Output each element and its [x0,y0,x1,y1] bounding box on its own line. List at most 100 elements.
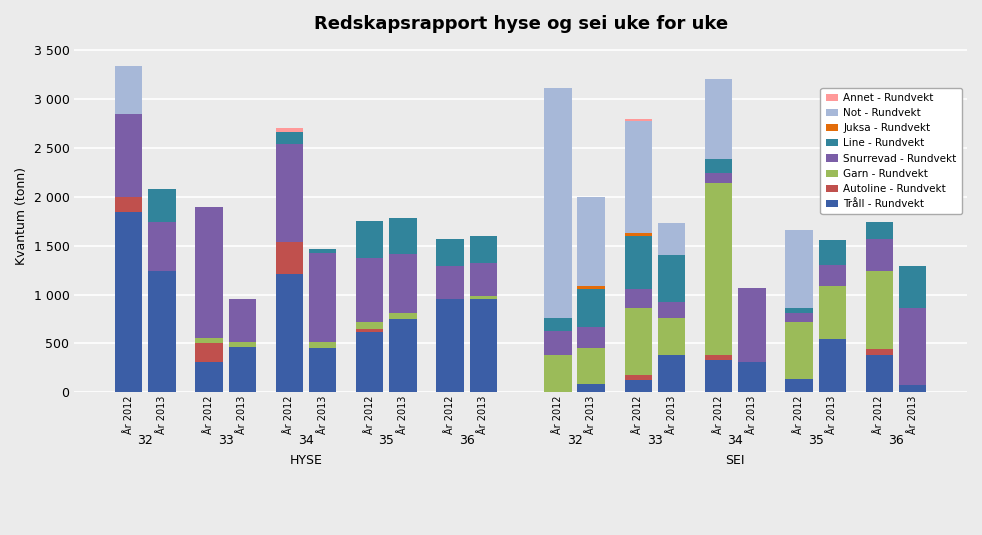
Bar [469,299,497,392]
Bar [229,300,256,342]
Bar [819,286,846,339]
Bar [309,348,337,392]
Bar [356,220,383,258]
Bar [625,380,652,392]
Bar [469,263,497,296]
Bar [625,308,652,375]
Bar [389,313,416,319]
Bar [469,236,497,263]
Bar [436,300,464,392]
Bar [436,266,464,300]
Bar [625,119,652,121]
Text: 32: 32 [567,434,582,447]
Bar [309,254,337,341]
Bar [115,66,142,114]
Bar [819,339,846,392]
Bar [195,338,223,343]
Bar [276,274,303,392]
Bar [544,88,572,318]
Text: SEI: SEI [726,454,745,467]
Bar [866,222,893,239]
Bar [658,318,685,355]
Bar [705,355,733,360]
Bar [276,242,303,274]
Text: 34: 34 [299,434,314,447]
Bar [899,385,926,392]
Bar [625,236,652,289]
Bar [195,207,223,338]
Bar [115,197,142,212]
Bar [866,349,893,355]
Bar [866,355,893,392]
Title: Redskapsrapport hyse og sei uke for uke: Redskapsrapport hyse og sei uke for uke [313,15,728,33]
Bar [658,302,685,318]
Y-axis label: Kvantum (tonn): Kvantum (tonn) [15,167,28,265]
Bar [544,331,572,355]
Bar [899,308,926,385]
Bar [658,355,685,392]
Bar [577,289,605,327]
Bar [195,343,223,362]
Bar [705,158,733,173]
Bar [786,322,813,379]
Bar [276,144,303,242]
Bar [786,379,813,392]
Bar [705,360,733,392]
Text: 35: 35 [808,434,824,447]
Bar [577,327,605,348]
Bar [356,323,383,329]
Bar [786,308,813,313]
Bar [544,318,572,331]
Bar [738,362,766,392]
Bar [115,212,142,392]
Text: 35: 35 [378,434,395,447]
Bar [229,342,256,347]
Bar [148,221,176,271]
Text: 36: 36 [459,434,474,447]
Bar [195,362,223,392]
Bar [309,341,337,348]
Bar [389,255,416,313]
Bar [705,173,733,183]
Text: HYSE: HYSE [290,454,322,467]
Bar [658,223,685,255]
Text: 36: 36 [888,434,903,447]
Bar [309,249,337,254]
Bar [229,347,256,392]
Bar [577,197,605,286]
Bar [866,271,893,349]
Bar [276,128,303,132]
Text: 33: 33 [218,434,234,447]
Text: 32: 32 [137,434,153,447]
Bar [148,189,176,221]
Bar [819,265,846,286]
Text: 33: 33 [647,434,663,447]
Bar [625,289,652,308]
Bar [577,384,605,392]
Bar [356,332,383,392]
Bar [544,355,572,392]
Bar [786,313,813,322]
Bar [356,329,383,332]
Bar [738,288,766,362]
Bar [148,271,176,392]
Bar [625,375,652,380]
Text: 34: 34 [728,434,743,447]
Bar [276,132,303,144]
Bar [705,183,733,355]
Bar [658,255,685,302]
Bar [899,266,926,308]
Bar [389,319,416,392]
Bar [786,230,813,308]
Bar [356,258,383,323]
Bar [866,239,893,271]
Bar [625,121,652,233]
Bar [115,114,142,197]
Bar [389,218,416,255]
Legend: Annet - Rundvekt, Not - Rundvekt, Juksa - Rundvekt, Line - Rundvekt, Snurrevad -: Annet - Rundvekt, Not - Rundvekt, Juksa … [820,88,961,215]
Bar [705,79,733,158]
Bar [577,348,605,384]
Bar [819,240,846,265]
Bar [577,286,605,289]
Bar [436,239,464,266]
